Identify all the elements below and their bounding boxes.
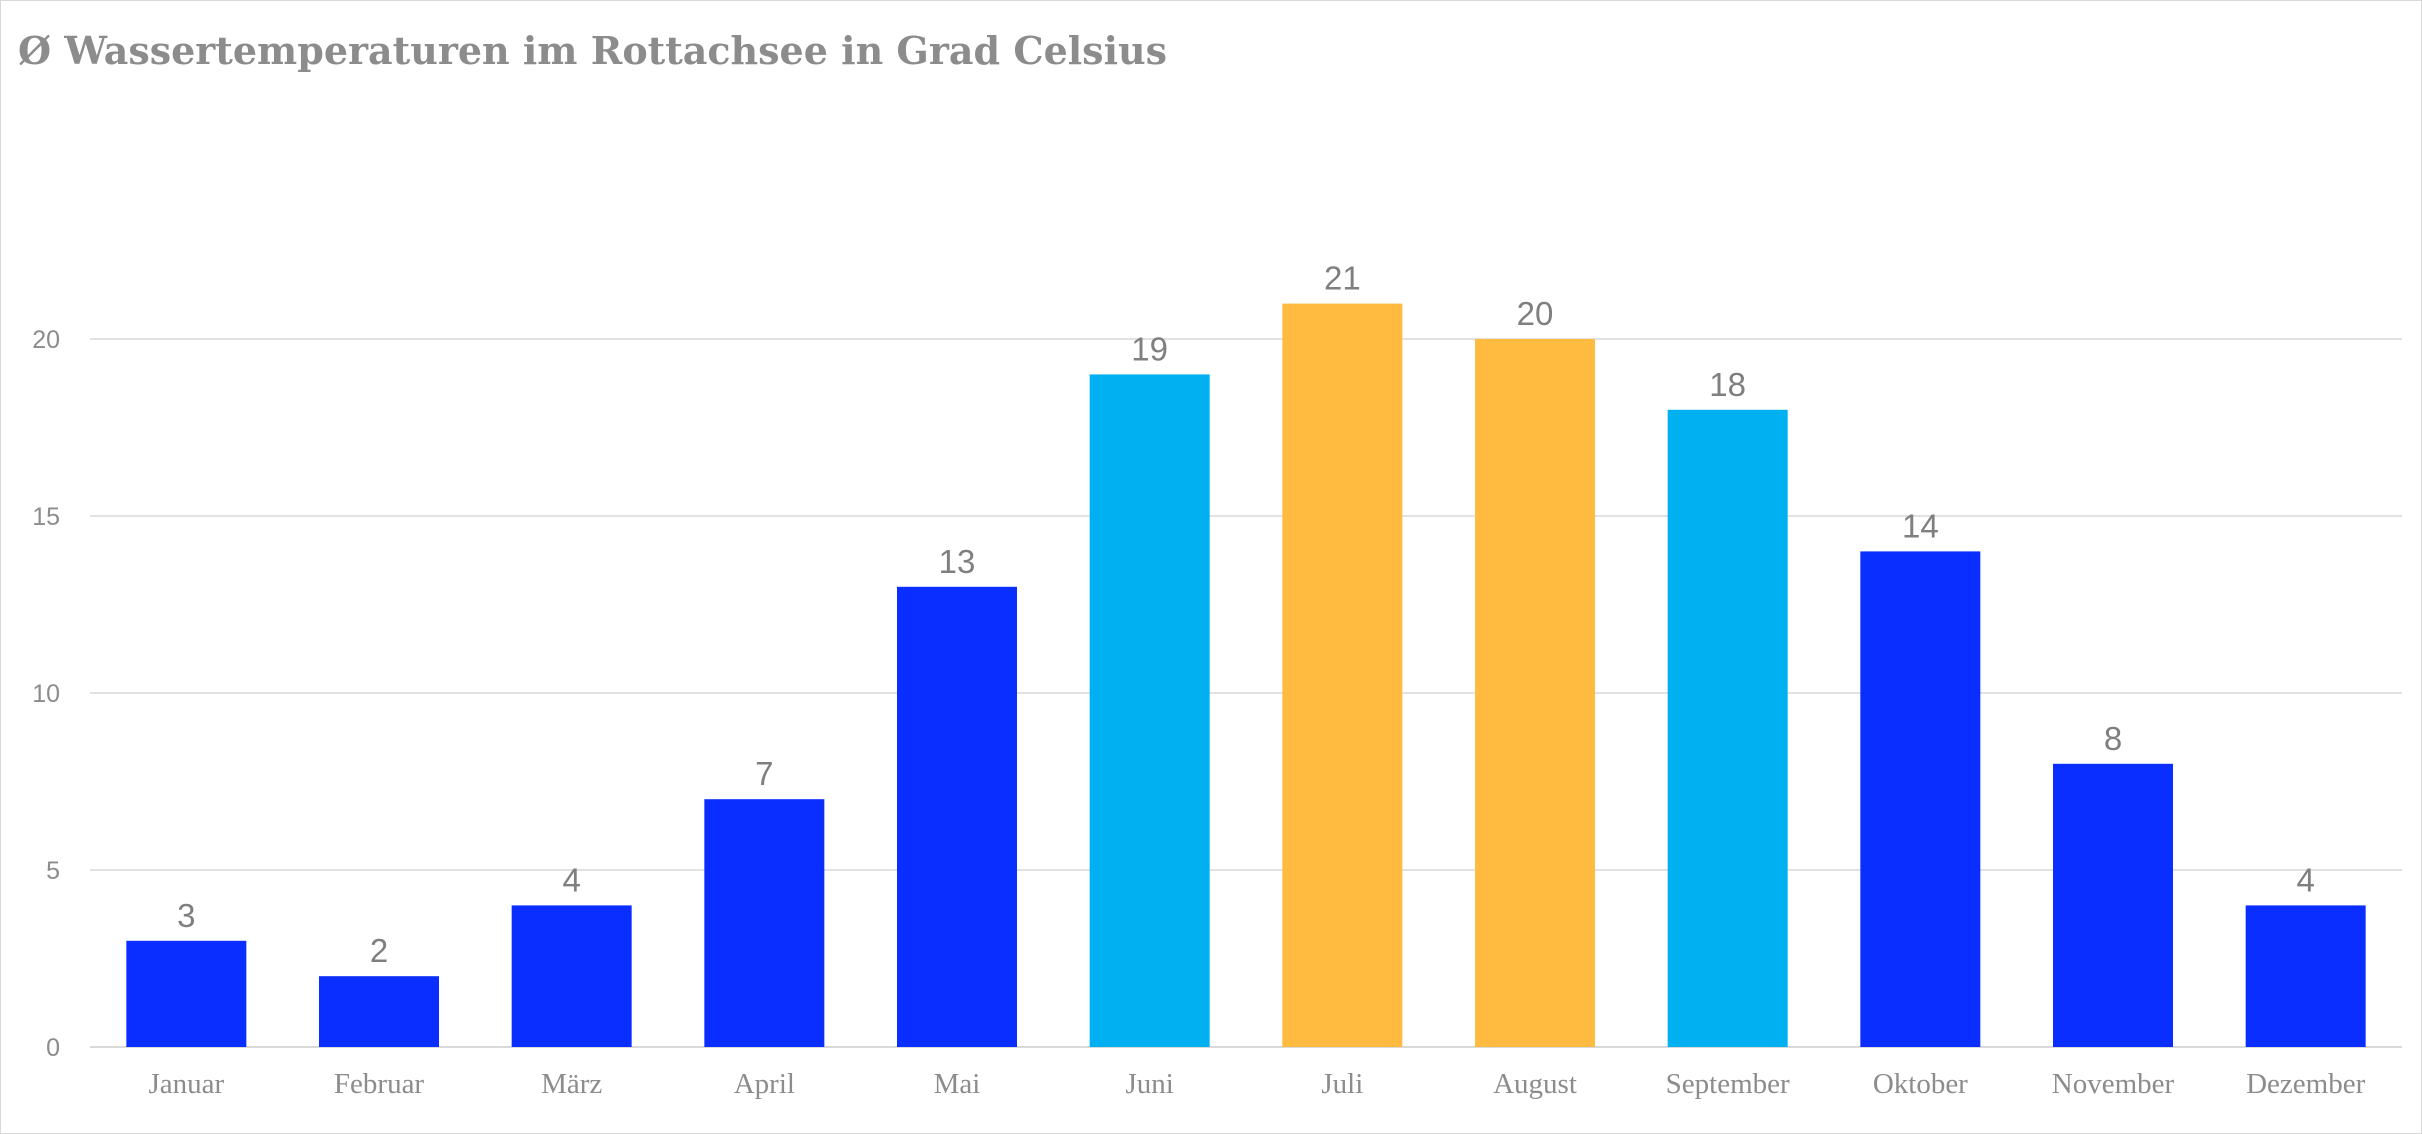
bar-september bbox=[1667, 409, 1788, 1047]
y-tick-label: 5 bbox=[46, 857, 60, 885]
data-label: 13 bbox=[939, 543, 976, 580]
y-tick-label: 10 bbox=[32, 680, 60, 708]
x-tick-label: November bbox=[2052, 1068, 2175, 1100]
bar-juli bbox=[1282, 303, 1403, 1048]
bar-januar bbox=[126, 940, 247, 1047]
chart-title: Ø Wassertemperaturen im Rottachsee in Gr… bbox=[18, 28, 1168, 73]
bar-april bbox=[704, 799, 825, 1047]
data-label: 20 bbox=[1517, 295, 1554, 332]
bar-dezember bbox=[2245, 905, 2366, 1047]
data-label: 19 bbox=[1131, 330, 1168, 367]
data-label: 18 bbox=[1709, 366, 1746, 403]
bar-märz bbox=[511, 905, 632, 1047]
x-tick-label: Januar bbox=[148, 1068, 224, 1100]
bar-oktober bbox=[1860, 551, 1981, 1047]
data-label: 14 bbox=[1902, 507, 1939, 544]
x-tick-label: August bbox=[1493, 1068, 1577, 1100]
data-label: 3 bbox=[177, 897, 195, 934]
data-label: 4 bbox=[2296, 861, 2314, 898]
bar-februar bbox=[319, 976, 439, 1047]
bars-layer bbox=[126, 303, 2366, 1048]
x-tick-label: Februar bbox=[334, 1068, 425, 1100]
y-tick-label: 15 bbox=[32, 503, 60, 531]
bar-mai bbox=[897, 586, 1017, 1047]
data-label: 2 bbox=[370, 932, 388, 969]
x-tick-label: April bbox=[734, 1068, 795, 1100]
data-label: 21 bbox=[1324, 260, 1361, 297]
x-tick-label: Juli bbox=[1321, 1068, 1363, 1100]
x-tick-label: Dezember bbox=[2246, 1068, 2365, 1100]
x-tick-label: Juni bbox=[1125, 1068, 1173, 1100]
bar-november bbox=[2053, 763, 2173, 1047]
y-tick-label: 0 bbox=[46, 1034, 60, 1062]
x-tick-label: Mai bbox=[934, 1068, 981, 1100]
y-tick-label: 20 bbox=[32, 326, 60, 354]
data-label: 8 bbox=[2104, 720, 2122, 757]
x-tick-label: September bbox=[1666, 1068, 1790, 1100]
data-label: 4 bbox=[562, 861, 580, 898]
data-label: 7 bbox=[755, 755, 773, 792]
grid-layer bbox=[90, 338, 2402, 1048]
bar-august bbox=[1475, 339, 1595, 1047]
bar-juni bbox=[1089, 374, 1210, 1047]
x-tick-label: März bbox=[541, 1068, 602, 1100]
x-tick-label: Oktober bbox=[1873, 1068, 1968, 1100]
labels-layer: 0 5 10 15 20 3 Januar 2 Februar 4 März 7 April 13 Mai 1… bbox=[32, 260, 2365, 1100]
